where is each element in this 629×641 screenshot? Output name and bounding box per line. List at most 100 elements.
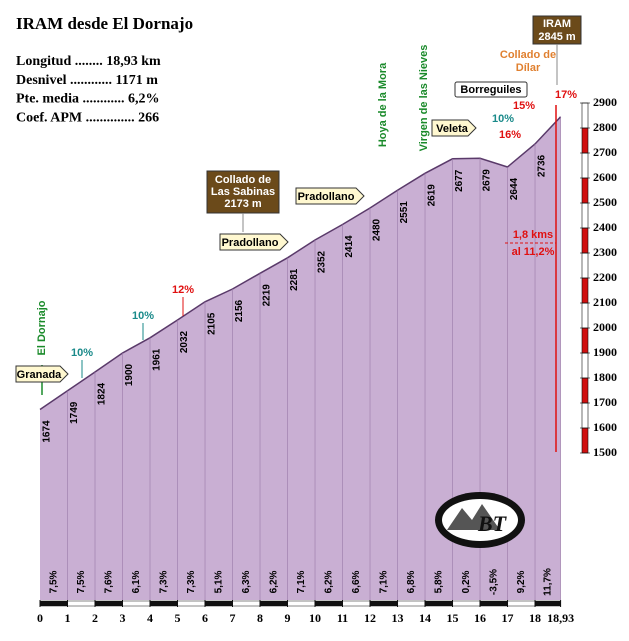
km-bar [232, 600, 261, 607]
y-tick-label: 2900 [593, 95, 617, 109]
altitude-label: 1749 [69, 401, 80, 424]
x-tick-label: 12 [364, 611, 376, 625]
annotations: El Dornajo Granada 10% 10% 12% Collado d… [15, 15, 582, 452]
x-tick-label: 4 [147, 611, 153, 625]
x-tick-label: 15 [447, 611, 459, 625]
label-box [295, 187, 365, 205]
x-tick-label: 17 [502, 611, 514, 625]
y-tick-label: 2500 [593, 195, 617, 209]
km-bar [122, 600, 151, 607]
place-label: Virgen de las Nieves [418, 45, 430, 152]
gradient-note: 10% [132, 310, 154, 322]
stat-line: Coef. APM .............. 266 [16, 110, 159, 125]
gradient-label: 6,2% [268, 570, 279, 593]
place-label: Pradollano [222, 237, 279, 249]
altitude-label: 2619 [427, 184, 438, 207]
km-bar [479, 600, 508, 607]
km-bar [314, 600, 343, 607]
gradient-label: 7,3% [186, 570, 197, 593]
gradient-label: 7,6% [103, 570, 114, 593]
logo-shape [447, 504, 500, 530]
place-label: El Dornajo [36, 300, 48, 355]
gradient-label: 6,3% [241, 570, 252, 593]
place-label: Veleta [436, 123, 469, 135]
scale-bar [581, 152, 589, 179]
label-box [15, 365, 69, 383]
altitude-label: 2156 [234, 299, 245, 322]
km-bar [534, 600, 561, 607]
place-label: Las Sabinas [211, 186, 275, 198]
profile-line [39, 116, 562, 411]
gradient-label: 7,1% [296, 570, 307, 593]
km-bar [67, 600, 96, 607]
y-tick-label: 2200 [593, 270, 617, 284]
km-bar [507, 600, 536, 607]
gradient-note: 10% [71, 347, 93, 359]
segment-note: al 11,2% [512, 246, 555, 258]
scale-bar [581, 252, 589, 279]
km-bar [94, 600, 123, 607]
scale-bar [581, 302, 589, 329]
y-tick-label: 1600 [593, 420, 617, 434]
altitude-label: 2414 [344, 235, 355, 258]
km-bar [342, 600, 371, 607]
km-bar [397, 600, 426, 607]
scale-bar [581, 127, 589, 154]
x-tick-label: 13 [392, 611, 404, 625]
y-tick-label: 2300 [593, 245, 617, 259]
scale-bar [581, 227, 589, 254]
gradient-label: 7,1% [378, 570, 389, 593]
y-tick-label: 1500 [593, 445, 617, 459]
altitude-label: 1824 [97, 382, 108, 405]
place-label: 2845 m [538, 31, 576, 43]
gradient-note: 16% [499, 129, 521, 141]
altitude-label: 2677 [454, 169, 465, 192]
plot: 7,5% 7,5% 7,6% 6,1% 7,3% 7,3% 5,1% 6,3% 6,2% 7,1%… [37, 95, 617, 625]
altitude-label: 2551 [399, 201, 410, 224]
altitude-label: 2281 [289, 268, 300, 291]
gradient-label: 11,7% [542, 568, 553, 596]
y-tick-label: 1800 [593, 370, 617, 384]
y-tick-label: 2700 [593, 145, 617, 159]
altitude-label: 2644 [509, 177, 520, 200]
altitude-label: 2032 [179, 330, 190, 353]
km-bar [369, 600, 398, 607]
altitude-label: 1674 [42, 420, 53, 443]
altitude-label: 2480 [372, 218, 383, 241]
scale-bar [581, 202, 589, 229]
scale-bar [581, 377, 589, 404]
place-label: Collado de [215, 174, 271, 186]
x-tick-label: 16 [474, 611, 486, 625]
gradient-label: 5,1% [213, 570, 224, 593]
altitude-label: 2736 [537, 154, 548, 177]
label-box [206, 170, 280, 214]
gradient-note: 15% [513, 100, 535, 112]
gradient-label: 9,2% [516, 570, 527, 593]
altitude-label: 2105 [207, 312, 218, 335]
km-bar [204, 600, 233, 607]
logo-text: BT [477, 511, 508, 536]
km-bar [149, 600, 178, 607]
scale-bar [581, 277, 589, 304]
stat-line: Desnivel ............ 1171 m [16, 73, 158, 88]
scale-bar [581, 327, 589, 354]
altitude-label: 1900 [124, 363, 135, 386]
y-tick-label: 2400 [593, 220, 617, 234]
segment-note: 1,8 kms [513, 229, 553, 241]
x-tick-label: 5 [175, 611, 181, 625]
x-tick-label: 0 [37, 611, 43, 625]
gradient-label: 0,2% [461, 570, 472, 593]
y-tick-label: 2800 [593, 120, 617, 134]
x-tick-label: 2 [92, 611, 98, 625]
place-label: 2173 m [224, 198, 262, 210]
scale-bar [581, 102, 589, 129]
km-bar [259, 600, 288, 607]
x-tick-label: 7 [230, 611, 236, 625]
stats: Longitud ........ 18,93 km Desnivel .....… [16, 54, 161, 125]
place-label: Pradollano [298, 191, 355, 203]
gradient-note: 17% [555, 89, 577, 101]
x-tick-label: 9 [285, 611, 291, 625]
x-tick-label: 14 [419, 611, 431, 625]
y-tick-label: 2000 [593, 320, 617, 334]
